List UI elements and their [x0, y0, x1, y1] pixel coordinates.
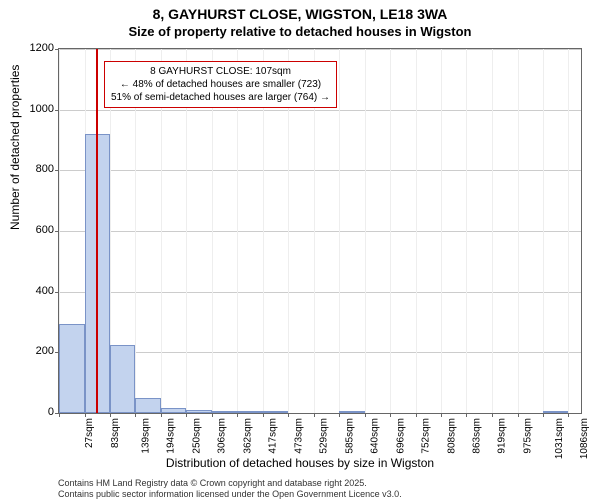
histogram-bar	[237, 411, 263, 413]
xtick-label: 83sqm	[110, 418, 121, 448]
xtick-label: 1086sqm	[579, 418, 590, 459]
ytick-label: 600	[36, 224, 54, 236]
xtick-mark	[339, 413, 340, 417]
xtick-mark	[365, 413, 366, 417]
xtick-label: 417sqm	[268, 418, 279, 454]
ytick-label: 0	[48, 406, 54, 418]
ytick-label: 800	[36, 163, 54, 175]
xtick-mark	[85, 413, 86, 417]
xtick-mark	[441, 413, 442, 417]
xtick-mark	[186, 413, 187, 417]
xtick-label: 585sqm	[344, 418, 355, 454]
xtick-label: 919sqm	[497, 418, 508, 454]
xtick-mark	[110, 413, 111, 417]
xtick-mark	[518, 413, 519, 417]
gridline-h	[59, 352, 581, 353]
xtick-mark	[288, 413, 289, 417]
xtick-label: 529sqm	[319, 418, 330, 454]
annotation-line-3: 51% of semi-detached houses are larger (…	[111, 91, 330, 104]
gridline-h	[59, 49, 581, 50]
ytick-label: 1200	[30, 42, 54, 54]
annotation-line-1: 8 GAYHURST CLOSE: 107sqm	[111, 65, 330, 78]
xtick-mark	[59, 413, 60, 417]
histogram-bar	[110, 345, 135, 413]
gridline-v	[466, 49, 467, 413]
chart-subtitle: Size of property relative to detached ho…	[0, 24, 600, 39]
xtick-label: 808sqm	[446, 418, 457, 454]
xtick-mark	[492, 413, 493, 417]
histogram-bar	[135, 398, 161, 413]
plot-area: 8 GAYHURST CLOSE: 107sqm← 48% of detache…	[58, 48, 582, 414]
gridline-h	[59, 292, 581, 293]
chart-container: 8, GAYHURST CLOSE, WIGSTON, LE18 3WA Siz…	[0, 0, 600, 500]
xtick-label: 696sqm	[395, 418, 406, 454]
xtick-mark	[466, 413, 467, 417]
annotation-line-2: ← 48% of detached houses are smaller (72…	[111, 78, 330, 91]
histogram-bar	[186, 410, 212, 413]
xtick-mark	[314, 413, 315, 417]
gridline-v	[543, 49, 544, 413]
histogram-bar	[339, 411, 365, 413]
xtick-label: 27sqm	[84, 418, 95, 448]
xtick-label: 975sqm	[523, 418, 534, 454]
annotation-box: 8 GAYHURST CLOSE: 107sqm← 48% of detache…	[104, 61, 337, 108]
xtick-label: 139sqm	[141, 418, 152, 454]
xtick-mark	[263, 413, 264, 417]
ytick-label: 200	[36, 345, 54, 357]
xtick-label: 306sqm	[217, 418, 228, 454]
xtick-label: 863sqm	[471, 418, 482, 454]
gridline-v	[339, 49, 340, 413]
xtick-mark	[390, 413, 391, 417]
histogram-bar	[263, 411, 289, 413]
gridline-v	[441, 49, 442, 413]
xtick-label: 250sqm	[191, 418, 202, 454]
y-axis-label: Number of detached properties	[8, 65, 22, 230]
histogram-bar	[212, 411, 237, 413]
histogram-bar	[161, 408, 187, 413]
histogram-bar	[59, 324, 85, 413]
xtick-mark	[135, 413, 136, 417]
gridline-v	[365, 49, 366, 413]
gridline-v	[518, 49, 519, 413]
xtick-label: 194sqm	[166, 418, 177, 454]
xtick-mark	[237, 413, 238, 417]
chart-title: 8, GAYHURST CLOSE, WIGSTON, LE18 3WA	[0, 6, 600, 22]
gridline-v	[568, 49, 569, 413]
gridline-h	[59, 110, 581, 111]
marker-line	[96, 49, 98, 413]
xtick-label: 473sqm	[293, 418, 304, 454]
xtick-label: 752sqm	[421, 418, 432, 454]
xtick-mark	[161, 413, 162, 417]
xtick-mark	[212, 413, 213, 417]
gridline-v	[492, 49, 493, 413]
footer-line-1: Contains HM Land Registry data © Crown c…	[58, 478, 367, 488]
footer-line-2: Contains public sector information licen…	[58, 489, 402, 499]
xtick-label: 1031sqm	[554, 418, 565, 459]
ytick-label: 400	[36, 285, 54, 297]
gridline-v	[390, 49, 391, 413]
xtick-mark	[416, 413, 417, 417]
histogram-bar	[543, 411, 569, 413]
ytick-label: 1000	[30, 103, 54, 115]
xtick-label: 362sqm	[243, 418, 254, 454]
gridline-h	[59, 170, 581, 171]
gridline-v	[416, 49, 417, 413]
gridline-h	[59, 231, 581, 232]
x-axis-label: Distribution of detached houses by size …	[0, 456, 600, 470]
xtick-mark	[568, 413, 569, 417]
xtick-label: 640sqm	[370, 418, 381, 454]
xtick-mark	[543, 413, 544, 417]
